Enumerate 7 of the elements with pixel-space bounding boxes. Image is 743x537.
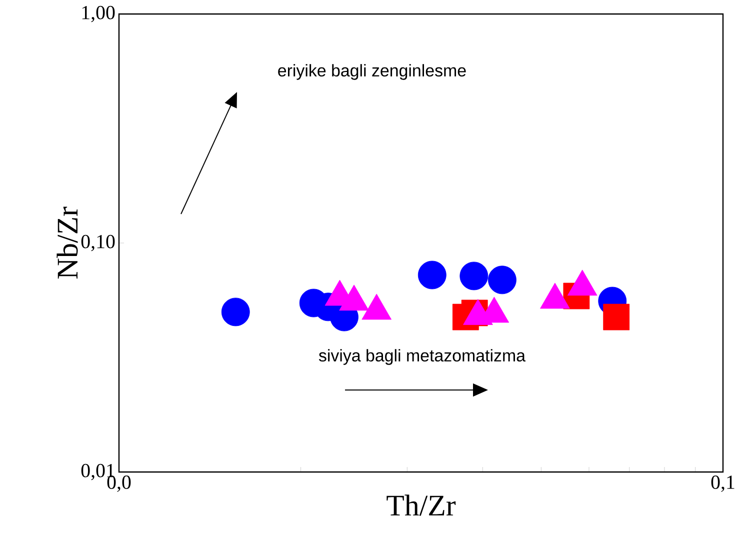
x-axis-title: Th/Zr: [386, 494, 456, 516]
annotation: siviya bagli metazomatizma: [318, 349, 526, 365]
y-tick-label: 0,10: [81, 234, 115, 252]
y-axis-title: Nb/Zr: [56, 206, 78, 279]
x-tick-label: 0,1: [711, 476, 734, 492]
annotation: eriyike bagli zenginlesme: [278, 64, 466, 80]
y-tick-label: 1,00: [82, 6, 115, 22]
